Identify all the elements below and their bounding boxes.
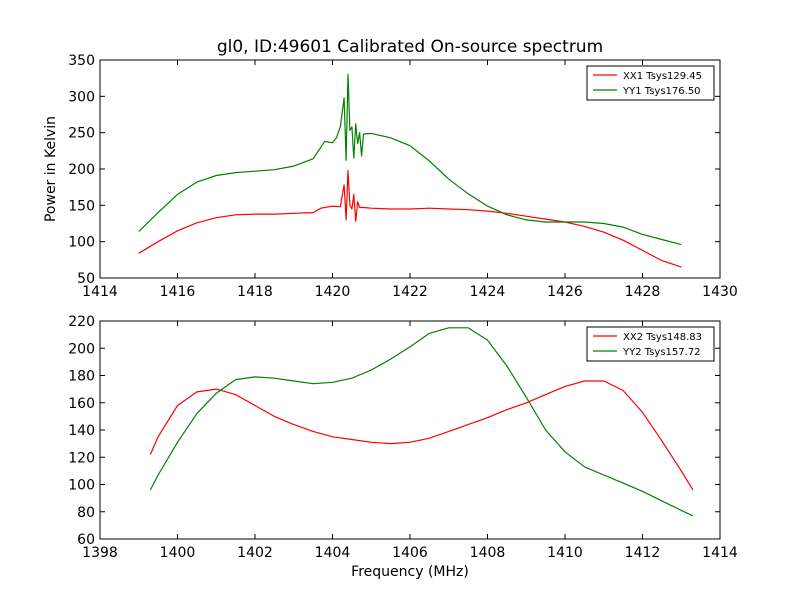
- y-tick-label: 200: [68, 341, 95, 357]
- y-tick-label: 300: [68, 89, 95, 105]
- y-tick-label: 200: [68, 162, 95, 178]
- series-line-2: [149, 327, 694, 517]
- series-line-1: [149, 380, 694, 491]
- legend-box: [586, 326, 715, 362]
- legend-box: [586, 65, 715, 101]
- x-tick-label: 1418: [237, 284, 273, 300]
- x-tick-label: 1406: [392, 545, 428, 561]
- legend: XX1 Tsys129.45 YY1 Tsys176.50: [586, 65, 715, 101]
- y-tick-label: 220: [68, 314, 95, 330]
- legend-label-1: XX1 Tsys129.45: [623, 71, 702, 82]
- x-tick-label: 1402: [237, 545, 273, 561]
- series-line-1: [138, 169, 682, 268]
- y-tick-label: 60: [77, 532, 95, 548]
- legend-label-2: YY2 Tsys157.72: [622, 347, 701, 358]
- x-tick-label: 1404: [315, 545, 351, 561]
- x-axis-label: Frequency (MHz): [351, 564, 469, 580]
- x-tick-label: 1400: [160, 545, 196, 561]
- y-axis-label: Power in Kelvin: [43, 116, 59, 222]
- x-tick-label: 1414: [82, 284, 118, 300]
- plots-container: 1414 1416 1418 1420 1422 1424 1426 1428 1430 50 10…: [43, 53, 738, 580]
- x-tick-label: 1410: [547, 545, 583, 561]
- legend-label-1: XX2 Tsys148.83: [623, 332, 702, 343]
- chart-2: 1398 1400 1402 1404 1406 1408 1410 1412 1414 60 80…: [68, 314, 738, 580]
- figure-title: gl0, ID:49601 Calibrated On-source spect…: [217, 37, 603, 57]
- y-tick-label: 250: [68, 126, 95, 142]
- legend: XX2 Tsys148.83 YY2 Tsys157.72: [586, 326, 715, 362]
- y-tick-label: 100: [68, 235, 95, 251]
- y-tick-label: 100: [68, 478, 95, 494]
- x-tick-label: 1422: [392, 284, 428, 300]
- y-tick-label: 350: [68, 53, 95, 69]
- y-tick-label: 180: [68, 369, 95, 385]
- y-tick-label: 160: [68, 396, 95, 412]
- x-tick-label: 1424: [470, 284, 506, 300]
- y-tick-label: 150: [68, 198, 95, 214]
- x-tick-label: 1428: [625, 284, 661, 300]
- y-tick-label: 50: [77, 271, 95, 287]
- series-line-2: [138, 73, 682, 246]
- x-tick-label: 1398: [82, 545, 118, 561]
- x-tick-label: 1414: [702, 545, 738, 561]
- x-tick-label: 1412: [625, 545, 661, 561]
- x-tick-label: 1426: [547, 284, 583, 300]
- y-tick-label: 140: [68, 423, 95, 439]
- x-tick-label: 1420: [315, 284, 351, 300]
- x-tick-label: 1408: [470, 545, 506, 561]
- legend-label-2: YY1 Tsys176.50: [622, 86, 701, 97]
- y-tick-label: 80: [77, 505, 95, 521]
- y-tick-label: 120: [68, 450, 95, 466]
- chart-1: 1414 1416 1418 1420 1422 1424 1426 1428 1430 50 10…: [43, 53, 738, 300]
- x-tick-label: 1416: [160, 284, 196, 300]
- x-tick-label: 1430: [702, 284, 738, 300]
